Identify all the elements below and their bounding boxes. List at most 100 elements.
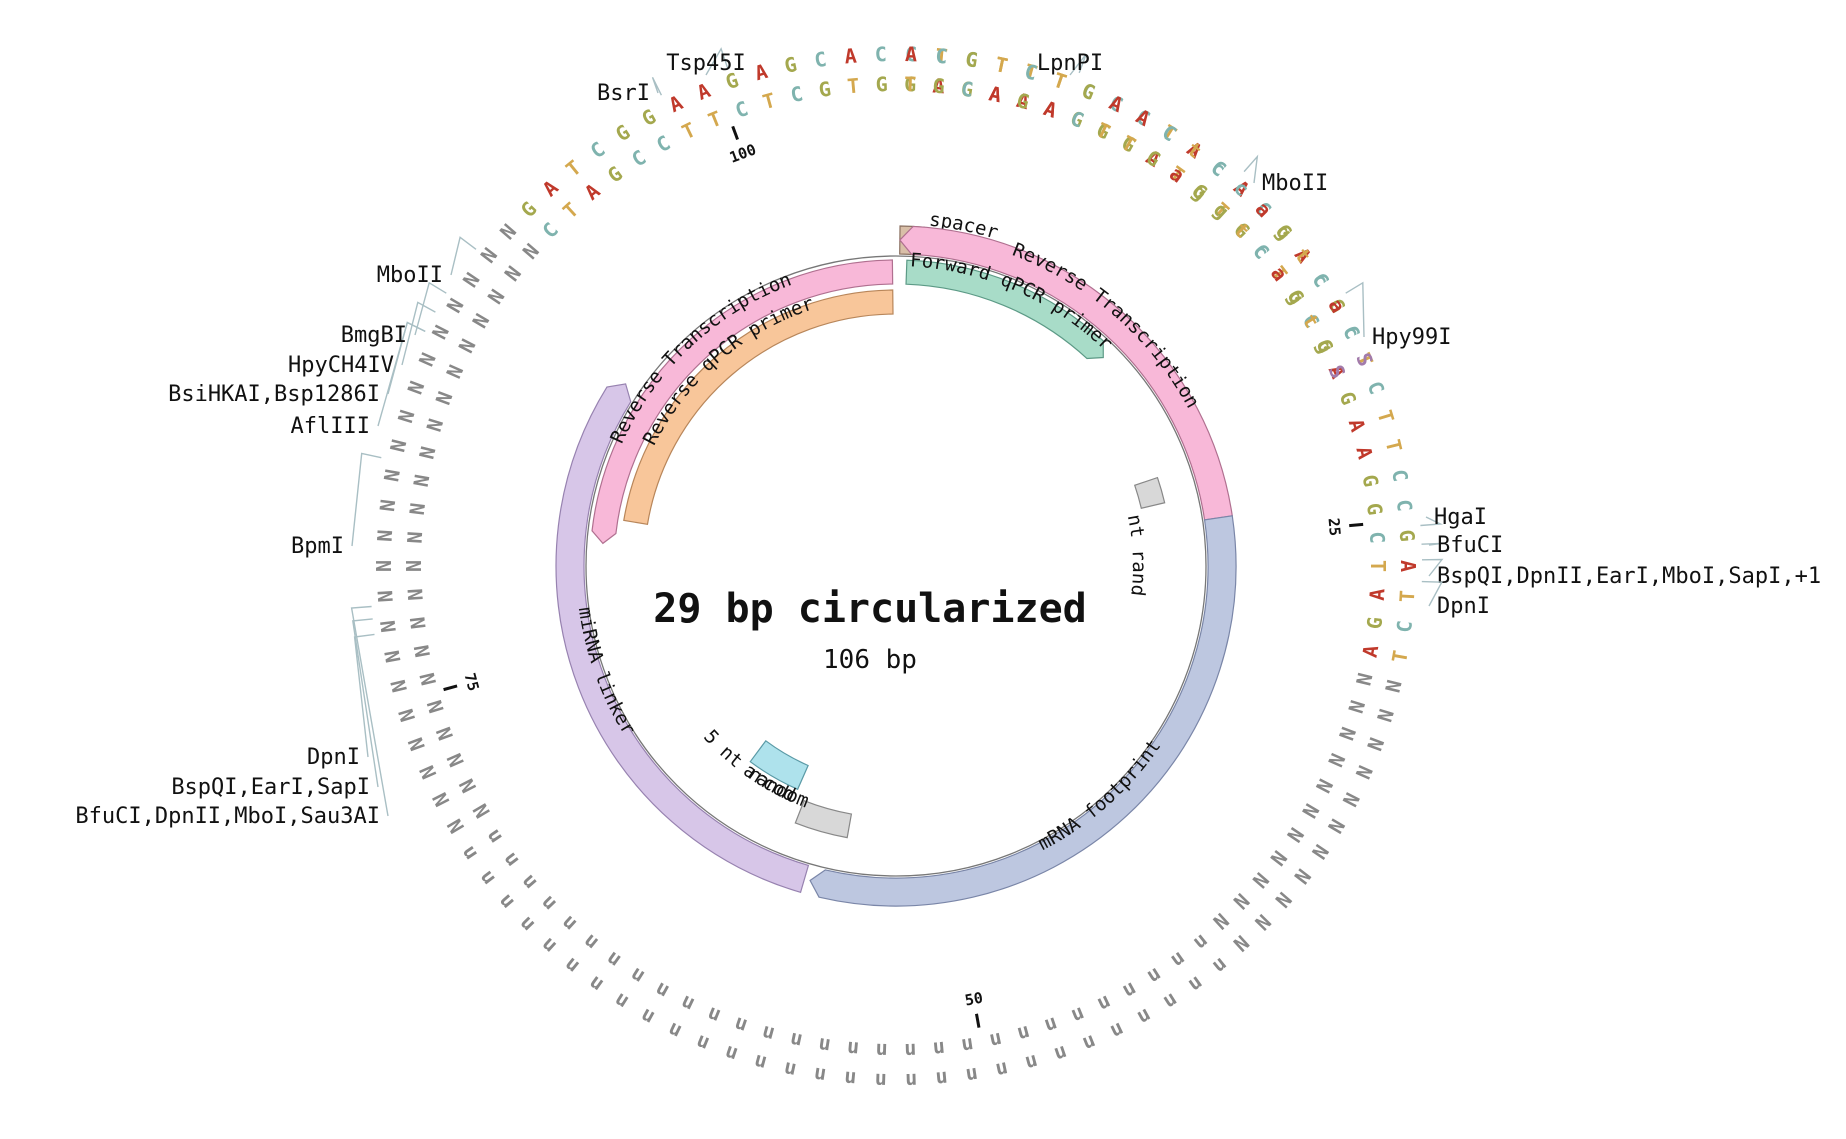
base-inner: N bbox=[441, 361, 468, 382]
tick-label: 100 bbox=[727, 140, 759, 166]
base-inner: u bbox=[483, 824, 510, 847]
cut-site: Hpy99I bbox=[1345, 281, 1451, 350]
base-inner: u bbox=[1093, 988, 1114, 1015]
base-outer: t bbox=[1290, 243, 1316, 267]
base-inner: u bbox=[603, 944, 627, 971]
base-inner: N bbox=[403, 588, 428, 601]
base-inner: T bbox=[846, 73, 860, 98]
cut-site-leader bbox=[1345, 281, 1365, 338]
base-outer: u bbox=[782, 1054, 799, 1080]
base-outer: u bbox=[611, 986, 634, 1013]
base-inner: A bbox=[932, 73, 946, 98]
base-inner: u bbox=[705, 999, 725, 1026]
base-outer: u bbox=[934, 1063, 948, 1088]
cut-site-leader bbox=[450, 236, 477, 276]
base-inner: N bbox=[1229, 889, 1255, 914]
base-outer: N bbox=[476, 243, 502, 267]
cut-site: HgaI bbox=[1420, 505, 1487, 530]
base-inner: C bbox=[788, 81, 805, 107]
cut-site-leader bbox=[1420, 516, 1444, 527]
base-inner: G bbox=[1358, 473, 1384, 489]
base-inner: N bbox=[1351, 671, 1377, 688]
cut-site: HpyCH4IV bbox=[288, 301, 436, 378]
base-outer: u bbox=[1106, 1015, 1127, 1042]
base-outer: c bbox=[1229, 175, 1254, 201]
base-outer: u bbox=[722, 1038, 741, 1065]
base-inner: N bbox=[518, 239, 544, 264]
base-outer: u bbox=[1022, 1047, 1040, 1073]
cut-site: MboII bbox=[377, 236, 477, 288]
cut-site-leader bbox=[651, 76, 663, 96]
cut-site: BfuCI,DpnII,MboI,Sau3AI bbox=[75, 605, 389, 829]
cut-site: DpnI bbox=[1421, 580, 1490, 619]
base-outer: N bbox=[385, 437, 411, 454]
base-outer: u bbox=[516, 910, 542, 935]
cut-site-label: HgaI bbox=[1434, 505, 1487, 530]
base-outer: N bbox=[393, 407, 419, 426]
base-inner: u bbox=[558, 909, 583, 935]
base-inner: A bbox=[987, 81, 1004, 107]
cut-site-label: MboII bbox=[1262, 171, 1328, 196]
base-outer: u bbox=[843, 1063, 857, 1088]
base-outer: N bbox=[375, 498, 400, 513]
cut-site-leader bbox=[1069, 53, 1087, 76]
feature-shape-mirna-linker bbox=[555, 383, 810, 894]
base-inner: g bbox=[1311, 335, 1338, 357]
base-outer: u bbox=[586, 969, 610, 996]
cut-site-leader bbox=[414, 281, 447, 336]
feature-spacer-gray-left bbox=[794, 799, 853, 839]
base-outer: G bbox=[964, 47, 979, 73]
base-outer: N bbox=[1363, 734, 1390, 754]
cut-site: MboII bbox=[1243, 154, 1328, 196]
base-outer: A bbox=[693, 78, 713, 105]
base-outer: T bbox=[561, 155, 585, 181]
tick-label: 50 bbox=[963, 989, 984, 1010]
base-inner: u bbox=[652, 975, 674, 1002]
feature-shape-reverse-transcription-left bbox=[591, 259, 894, 545]
base-outer: u bbox=[964, 1060, 979, 1086]
tick-label: 75 bbox=[460, 671, 482, 693]
base-inner: G bbox=[603, 161, 627, 188]
base-outer: C bbox=[964, 47, 979, 73]
cut-site: BpmI bbox=[291, 452, 382, 559]
base-outer: C bbox=[905, 42, 918, 66]
base-inner: u bbox=[932, 1034, 946, 1059]
backbone-circle bbox=[585, 255, 1207, 877]
base-outer: G bbox=[516, 197, 542, 222]
base-inner: g bbox=[1187, 179, 1211, 205]
base-inner: T bbox=[904, 72, 917, 96]
feature-shape-spacer-gray-left bbox=[794, 799, 853, 839]
feature-shape-reverse-qpcr-primer bbox=[623, 289, 894, 526]
base-inner: t bbox=[1229, 218, 1255, 243]
base-inner: a bbox=[1266, 261, 1292, 285]
base-outer: u bbox=[495, 888, 521, 913]
base-outer: N bbox=[495, 219, 521, 244]
base-outer: G bbox=[1078, 78, 1098, 105]
tick-label: 25 bbox=[1324, 517, 1344, 537]
base-outer: u bbox=[905, 1066, 918, 1090]
tick-mark bbox=[1349, 522, 1364, 528]
cut-site-leader bbox=[1421, 542, 1442, 546]
base-outer: C bbox=[1158, 120, 1181, 147]
base-inner: A bbox=[1041, 96, 1060, 123]
base-inner: A bbox=[1365, 588, 1390, 601]
base-inner: N bbox=[422, 698, 448, 717]
base-inner: u bbox=[1067, 999, 1087, 1026]
base-inner: u bbox=[1118, 975, 1140, 1002]
cut-site: LpnPI bbox=[1037, 51, 1103, 76]
base-outer: N bbox=[385, 678, 411, 695]
feature-mrna-footprint: mRNA footprint bbox=[809, 515, 1237, 907]
base-outer: u bbox=[693, 1027, 713, 1054]
base-inner: N bbox=[1266, 846, 1292, 870]
base-outer: N bbox=[403, 378, 430, 398]
base-inner: G bbox=[1142, 145, 1165, 172]
base-outer: N bbox=[1307, 840, 1334, 863]
base-inner: C bbox=[652, 130, 674, 157]
cut-site-leader bbox=[1421, 580, 1443, 607]
base-inner: C bbox=[627, 145, 650, 172]
base-inner: G bbox=[1362, 616, 1387, 631]
base-outer: a bbox=[1323, 294, 1350, 317]
cut-site-leader bbox=[387, 321, 426, 395]
base-inner: u bbox=[518, 868, 544, 893]
